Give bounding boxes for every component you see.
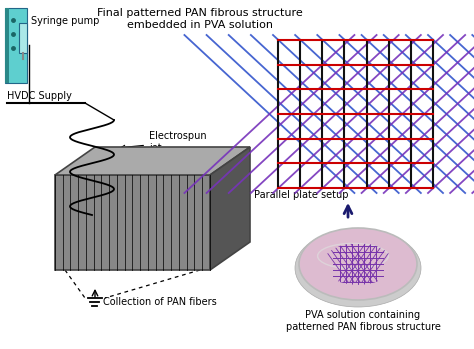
- Text: Parallel plate setup: Parallel plate setup: [254, 190, 348, 200]
- Polygon shape: [55, 147, 250, 175]
- Ellipse shape: [295, 229, 421, 307]
- FancyBboxPatch shape: [5, 8, 27, 83]
- Ellipse shape: [299, 228, 417, 300]
- Polygon shape: [55, 175, 210, 270]
- Polygon shape: [210, 147, 250, 270]
- Text: Syringe pump: Syringe pump: [31, 16, 100, 26]
- Text: HVDC Supply: HVDC Supply: [7, 91, 72, 101]
- Text: PVA solution containing
patterned PAN fibrous structure: PVA solution containing patterned PAN fi…: [285, 310, 440, 332]
- Bar: [5, 8, 9, 83]
- Text: Collection of PAN fibers: Collection of PAN fibers: [103, 297, 217, 307]
- Text: Final patterned PAN fibrous structure
embedded in PVA solution: Final patterned PAN fibrous structure em…: [97, 8, 303, 30]
- Text: Electrospun
jet: Electrospun jet: [121, 131, 207, 153]
- Bar: [19, 23, 27, 53]
